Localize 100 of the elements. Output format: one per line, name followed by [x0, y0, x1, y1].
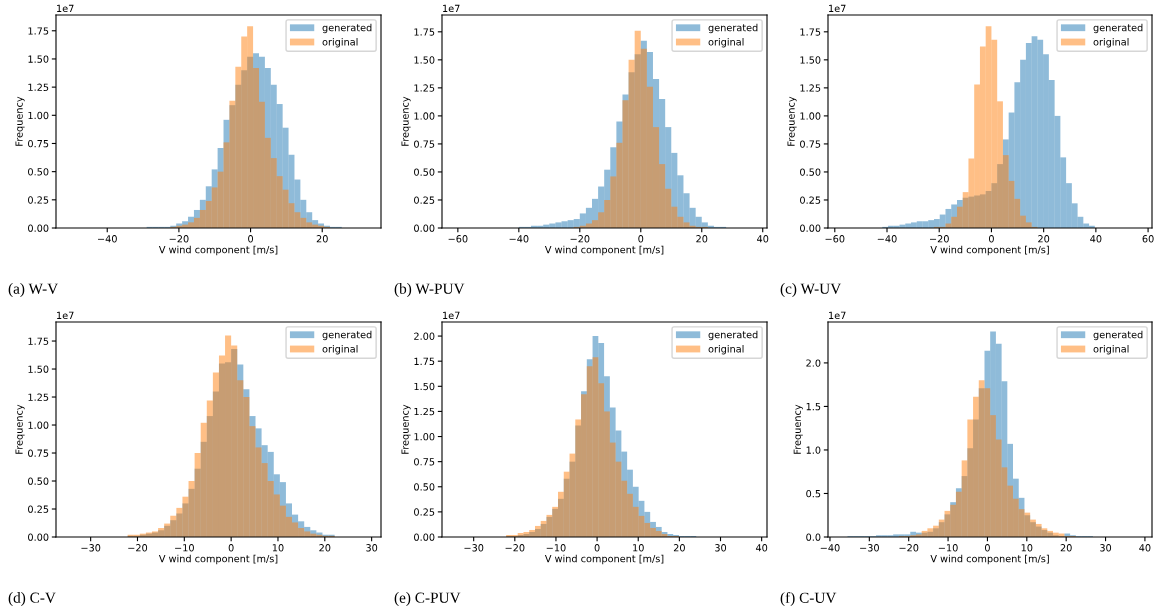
- text: (f) C-UV: [780, 591, 837, 607]
- y-tick-label: 0.25: [28, 196, 49, 204]
- x-tick-label: −20: [128, 544, 148, 552]
- x-tick-label: −10: [546, 544, 566, 552]
- legend-label: generated: [322, 330, 372, 341]
- x-axis-title: V wind component [m/s]: [544, 245, 664, 256]
- y-tick-label: 0.00: [800, 224, 821, 232]
- y-tick-label: 0.50: [28, 168, 49, 176]
- text: (a) W-V: [8, 283, 59, 297]
- y-tick-label: 2.00: [414, 332, 435, 340]
- text: 1e7: [57, 4, 74, 13]
- y-tick-label: 0.75: [414, 458, 435, 466]
- x-tick-label: −20: [505, 544, 525, 552]
- y-axis-title: Frequency: [401, 96, 411, 146]
- y-tick-label: 1.75: [28, 27, 49, 35]
- y-tick-label: 1.25: [414, 84, 435, 92]
- y-tick-label: 0.75: [28, 139, 49, 148]
- y-tick-label: 1.00: [28, 421, 49, 429]
- y-axis-title: Frequency: [401, 404, 411, 454]
- x-tick-label: 40: [1139, 544, 1151, 552]
- text: 1e7: [57, 311, 74, 320]
- y-tick-label: 0.5: [806, 489, 821, 498]
- x-tick-label: 0: [638, 235, 644, 243]
- x-axis-title: V wind component [m/s]: [544, 554, 664, 565]
- x-tick-label: 20: [696, 235, 708, 243]
- x-tick-label: −30: [860, 544, 879, 552]
- x-tick-label: 0: [988, 235, 994, 243]
- y-tick-label: 1.75: [800, 28, 821, 36]
- y-tick-label: 1.00: [414, 433, 435, 441]
- y-tick-label: 0.50: [414, 168, 435, 176]
- x-tick-label: −60: [448, 235, 468, 243]
- x-tick-label: −10: [938, 544, 958, 552]
- y-tick-label: 1.75: [414, 357, 435, 366]
- y-tick-label: 1.50: [800, 56, 821, 64]
- x-tick-label: 10: [633, 544, 644, 552]
- x-axis-title: V wind component [m/s]: [158, 554, 278, 565]
- y-axis-title: Frequency: [15, 96, 25, 146]
- x-tick-label: 0: [248, 235, 254, 243]
- y-tick-label: 2.0: [806, 359, 821, 367]
- y-tick-label: 0.25: [28, 505, 49, 513]
- x-tick-label: 60: [1142, 235, 1154, 243]
- x-tick-label: −20: [570, 235, 590, 243]
- legend-label: original: [322, 345, 358, 355]
- legend-label: original: [1093, 38, 1129, 48]
- x-tick-label: 0: [228, 544, 234, 552]
- text: 1e7: [443, 311, 460, 320]
- x-tick-label: 40: [755, 544, 768, 552]
- x-tick-label: −30: [81, 544, 101, 552]
- y-axis-title: Frequency: [793, 404, 803, 454]
- legend-label: original: [708, 345, 744, 355]
- y-tick-label: 1.25: [414, 407, 435, 416]
- x-tick-label: 40: [757, 235, 769, 243]
- x-axis-title: V wind component [m/s]: [930, 245, 1049, 256]
- y-tick-label: 1.00: [28, 111, 49, 120]
- y-tick-label: 1.50: [28, 55, 49, 63]
- y-axis-title: Frequency: [15, 404, 25, 454]
- y-tick-label: 0.75: [800, 140, 821, 148]
- x-tick-label: 30: [1100, 544, 1112, 552]
- x-tick-label: −40: [509, 235, 529, 243]
- y-tick-label: 0.75: [414, 140, 435, 148]
- x-tick-label: 20: [1060, 544, 1072, 552]
- y-tick-label: 1.5: [806, 403, 821, 411]
- x-axis-title: V wind component [m/s]: [158, 245, 278, 256]
- text: (b) W-PUV: [394, 283, 465, 297]
- x-tick-label: 0: [984, 544, 990, 552]
- y-tick-label: 1.75: [28, 337, 49, 345]
- y-tick-label: 1.50: [28, 365, 49, 373]
- legend-label: generated: [708, 23, 758, 34]
- text: (c) W-UV: [780, 283, 842, 297]
- x-tick-label: 30: [366, 544, 378, 552]
- x-tick-label: −40: [820, 544, 840, 552]
- x-tick-label: 20: [1038, 235, 1050, 243]
- legend-label: generated: [1093, 23, 1143, 34]
- y-tick-label: 1.00: [414, 112, 435, 120]
- y-tick-label: 1.50: [414, 382, 435, 391]
- y-tick-label: 1.0: [806, 446, 821, 454]
- x-tick-label: 10: [272, 544, 284, 552]
- y-tick-label: 0.25: [414, 508, 435, 516]
- y-tick-label: 0.25: [800, 196, 821, 204]
- x-tick-label: −20: [169, 235, 189, 243]
- y-tick-label: 1.00: [800, 112, 821, 120]
- y-tick-label: 0.0: [806, 533, 821, 541]
- x-axis-title: V wind component [m/s]: [930, 554, 1049, 565]
- x-tick-label: 30: [715, 544, 727, 552]
- x-tick-label: 0: [594, 544, 600, 552]
- y-tick-label: 0.00: [28, 224, 49, 232]
- x-tick-label: −40: [98, 235, 117, 243]
- text: (e) C-PUV: [394, 592, 461, 606]
- y-tick-label: 1.50: [414, 56, 435, 64]
- y-tick-label: 0.00: [28, 533, 49, 541]
- legend-label: generated: [1093, 330, 1143, 341]
- x-tick-label: −20: [929, 235, 949, 243]
- y-tick-label: 0.00: [414, 224, 435, 232]
- y-tick-label: 1.75: [414, 28, 435, 36]
- legend-label: original: [708, 38, 744, 48]
- y-axis-title: Frequency: [787, 96, 797, 146]
- x-tick-label: 20: [316, 235, 328, 243]
- x-tick-label: 20: [319, 544, 331, 552]
- text: 1e7: [829, 4, 846, 13]
- y-tick-label: 1.25: [800, 84, 821, 92]
